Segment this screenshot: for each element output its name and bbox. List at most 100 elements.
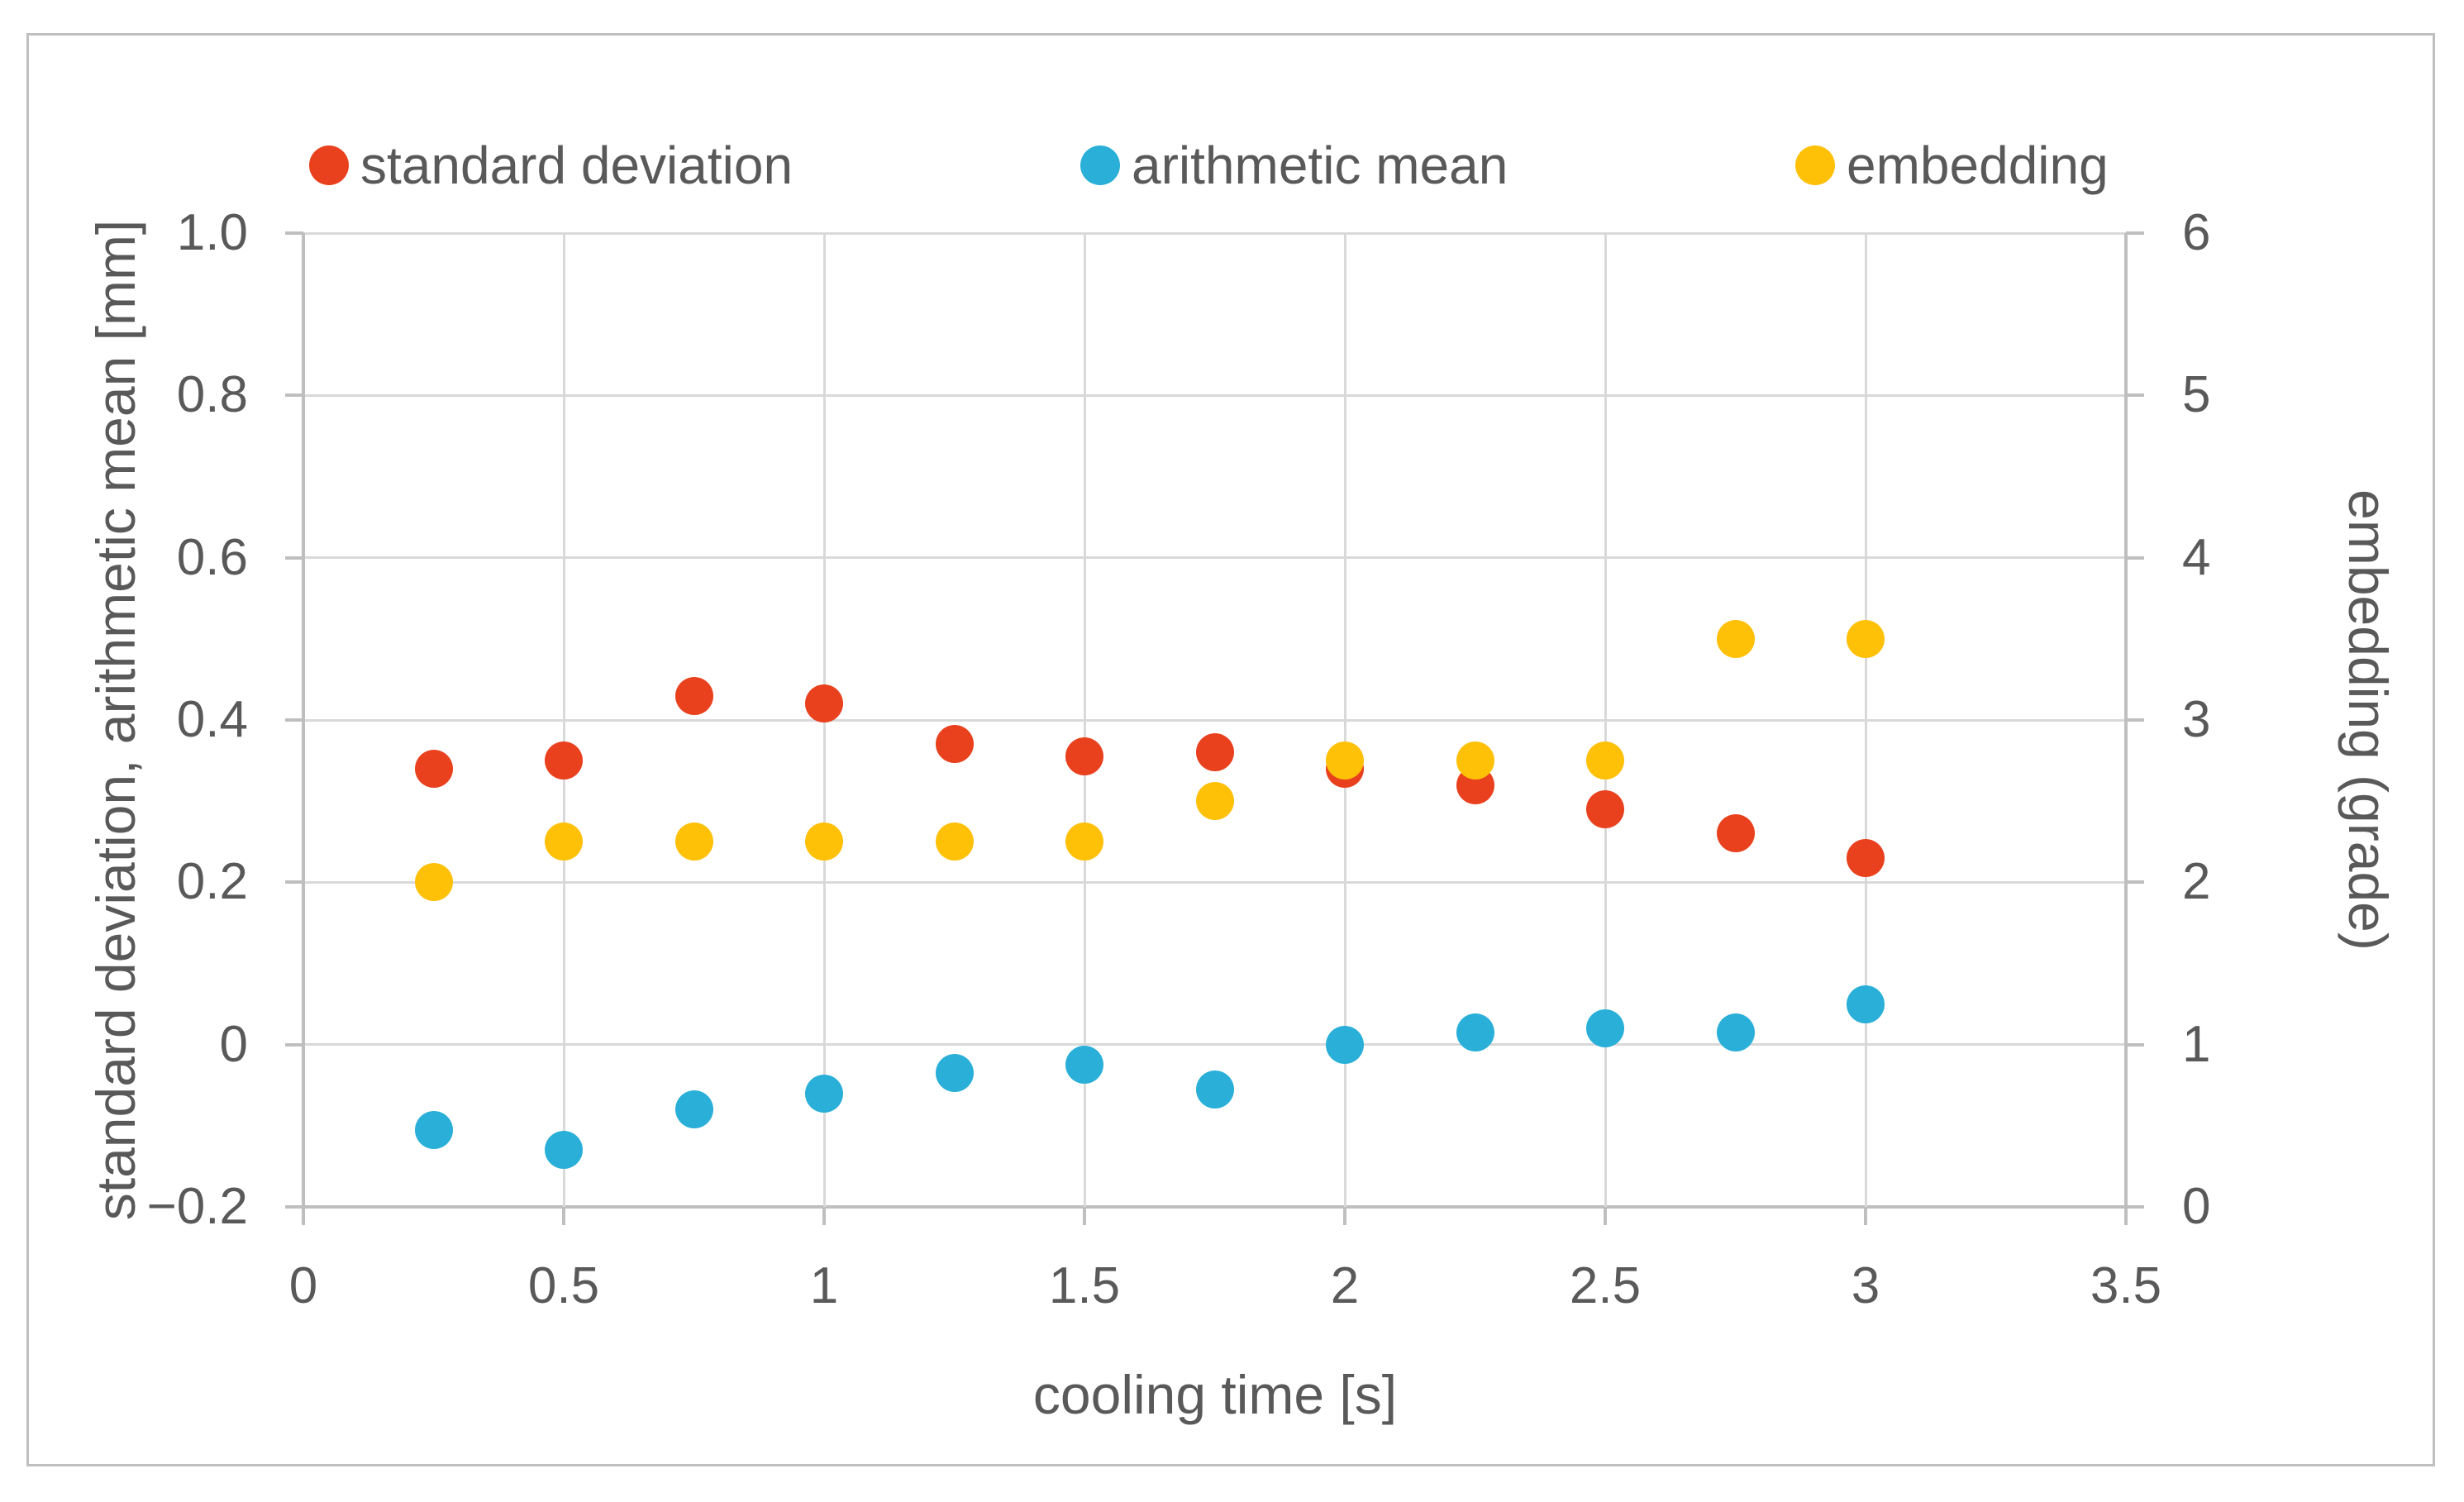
y-left-tick-mark: [285, 393, 303, 398]
gridline-vertical: [1083, 233, 1086, 1207]
point-standard-deviation: [935, 725, 974, 764]
point-arithmetic-mean: [805, 1074, 843, 1113]
point-embedding: [1195, 782, 1234, 821]
legend-marker-embedding-icon: [1795, 145, 1835, 185]
legend-label-arithmetic-mean: arithmetic mean: [1132, 136, 1508, 195]
point-standard-deviation: [805, 684, 843, 723]
x-tick-mark: [562, 1207, 565, 1225]
point-embedding: [1847, 619, 1885, 658]
gridline-vertical: [562, 233, 565, 1207]
point-standard-deviation: [545, 741, 583, 780]
point-embedding: [414, 863, 453, 902]
gridline-horizontal: [303, 556, 2126, 560]
point-embedding: [1326, 741, 1364, 780]
point-embedding: [1456, 741, 1494, 780]
point-arithmetic-mean: [414, 1110, 453, 1149]
legend-marker-arithmetic-mean-icon: [1080, 145, 1120, 185]
point-embedding: [805, 823, 843, 861]
point-arithmetic-mean: [545, 1131, 583, 1170]
y-axis-line: [2124, 233, 2128, 1207]
y-axis-right-title: embedding (grade): [2338, 489, 2399, 951]
gridline-horizontal: [303, 231, 2126, 235]
y-right-tick-label: 6: [2182, 204, 2211, 261]
x-tick-label: 3.5: [2090, 1257, 2162, 1314]
y-axis-line: [302, 233, 305, 1207]
x-axis-title: cooling time [s]: [1032, 1364, 1398, 1425]
y-left-tick-mark: [285, 231, 303, 235]
x-tick-mark: [822, 1207, 826, 1225]
y-right-tick-mark: [2126, 556, 2144, 560]
y-right-tick-mark: [2126, 231, 2144, 235]
y-right-tick-mark: [2126, 1205, 2144, 1209]
x-axis-line: [303, 1205, 2126, 1209]
gridline-horizontal: [303, 393, 2126, 397]
legend-label-embedding: embedding: [1847, 136, 2109, 195]
gridline-horizontal: [303, 718, 2126, 722]
point-arithmetic-mean: [1456, 1013, 1494, 1051]
y-right-tick-label: 4: [2182, 528, 2211, 586]
y-right-tick-mark: [2126, 393, 2144, 398]
x-tick-mark: [1604, 1207, 1607, 1225]
y-right-tick-mark: [2126, 880, 2144, 885]
y-right-tick-mark: [2126, 1042, 2144, 1047]
x-tick-label: 3: [1851, 1257, 1880, 1314]
x-tick-label: 0.5: [527, 1257, 600, 1314]
x-tick-label: 2: [1330, 1257, 1360, 1314]
gridline-horizontal: [303, 880, 2126, 884]
y-left-tick-mark: [285, 1042, 303, 1047]
y-left-tick-mark: [285, 718, 303, 722]
y-left-tick-mark: [285, 1205, 303, 1209]
gridline-horizontal: [303, 1043, 2126, 1047]
y-right-tick-mark: [2126, 718, 2144, 722]
point-arithmetic-mean: [1065, 1046, 1103, 1085]
point-arithmetic-mean: [674, 1090, 713, 1129]
y-left-tick-mark: [285, 556, 303, 560]
gridline-vertical: [1343, 233, 1346, 1207]
x-tick-mark: [302, 1207, 305, 1225]
point-standard-deviation: [1065, 737, 1103, 776]
x-tick-label: 2.5: [1569, 1257, 1642, 1314]
legend-item-embedding: embedding: [1795, 131, 2109, 200]
legend-marker-standard-deviation-icon: [309, 145, 349, 185]
point-embedding: [674, 823, 713, 861]
y-axis-left-title: standard deviation, arithmetic mean [mm]: [85, 219, 146, 1221]
x-tick-label: 1: [809, 1257, 839, 1314]
x-tick-label: 0: [288, 1257, 318, 1314]
point-standard-deviation: [414, 749, 453, 788]
y-right-tick-label: 1: [2182, 1015, 2211, 1073]
point-arithmetic-mean: [935, 1054, 974, 1093]
point-embedding: [935, 823, 974, 861]
legend-item-standard-deviation: standard deviation: [309, 131, 793, 200]
y-left-tick-label: 0.6: [176, 528, 248, 586]
point-arithmetic-mean: [1195, 1070, 1234, 1109]
y-right-tick-label: 2: [2182, 853, 2211, 911]
y-left-tick-label: 0: [219, 1015, 248, 1073]
gridline-vertical: [1864, 233, 1867, 1207]
point-standard-deviation: [1586, 789, 1624, 828]
point-standard-deviation: [1195, 733, 1234, 772]
y-right-tick-label: 5: [2182, 366, 2211, 424]
x-tick-mark: [2124, 1207, 2128, 1225]
y-left-tick-label: 0.4: [176, 691, 248, 748]
point-standard-deviation: [1716, 814, 1755, 853]
point-arithmetic-mean: [1586, 1009, 1624, 1048]
legend-item-arithmetic-mean: arithmetic mean: [1080, 131, 1508, 200]
point-arithmetic-mean: [1326, 1025, 1364, 1064]
x-tick-label: 1.5: [1048, 1257, 1121, 1314]
point-embedding: [1716, 619, 1755, 658]
point-embedding: [545, 823, 583, 861]
x-tick-mark: [1864, 1207, 1867, 1225]
point-arithmetic-mean: [1716, 1013, 1755, 1051]
point-embedding: [1586, 741, 1624, 780]
y-left-tick-label: 0.8: [176, 366, 248, 424]
x-tick-mark: [1083, 1207, 1086, 1225]
y-left-tick-label: −0.2: [146, 1178, 248, 1235]
y-left-tick-label: 1.0: [176, 204, 248, 261]
point-embedding: [1065, 823, 1103, 861]
point-standard-deviation: [1847, 838, 1885, 877]
point-arithmetic-mean: [1847, 985, 1885, 1023]
gridline-vertical: [1604, 233, 1607, 1207]
x-tick-mark: [1343, 1207, 1346, 1225]
y-right-tick-label: 3: [2182, 691, 2211, 748]
